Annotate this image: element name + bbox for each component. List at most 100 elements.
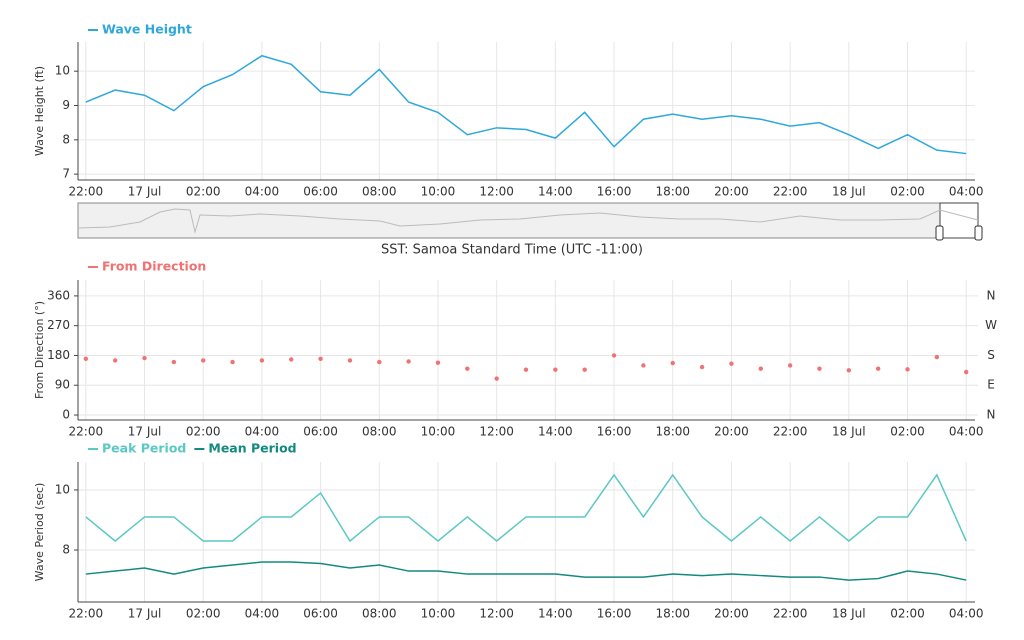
x-tick-label: 18 Jul [832, 607, 866, 621]
x-tick-label: 02:00 [890, 607, 925, 621]
y-tick-label: 10 [55, 64, 70, 78]
series-line [85, 473, 967, 543]
x-tick-label: 22:00 [69, 185, 104, 199]
x-tick-label: 14:00 [538, 425, 573, 439]
data-point [905, 367, 910, 372]
y-tick-label: 8 [62, 132, 70, 146]
x-tick-label: 22:00 [773, 425, 808, 439]
y2-tick-label: S [987, 348, 995, 362]
x-tick-label: 22:00 [773, 185, 808, 199]
x-tick-label: 22:00 [773, 607, 808, 621]
data-point [846, 368, 852, 373]
data-point [377, 359, 382, 365]
y-tick-label: 0 [62, 408, 70, 422]
data-point [171, 359, 177, 365]
range-overview [77, 208, 979, 234]
range-window [939, 202, 979, 239]
x-tick-label: 18:00 [655, 185, 690, 199]
x-tick-label: 18 Jul [832, 425, 866, 439]
data-point [817, 366, 822, 371]
x-tick-label: 14:00 [538, 607, 573, 621]
data-point [787, 363, 793, 368]
x-tick-label: 02:00 [186, 425, 221, 439]
range-shade [77, 202, 941, 239]
x-tick-label: 22:00 [69, 607, 104, 621]
data-point [963, 369, 969, 375]
x-tick-label: 10:00 [421, 185, 456, 199]
range-handle[interactable] [935, 225, 944, 241]
y-tick-label: 8 [62, 543, 70, 557]
x-tick-label: 02:00 [890, 425, 925, 439]
data-point [142, 355, 147, 361]
legend-label: Mean Period [208, 441, 296, 456]
x-tick-label: 12:00 [479, 607, 514, 621]
data-point [670, 360, 675, 366]
x-tick-label: 20:00 [714, 185, 749, 199]
y2-tick-label: N [987, 288, 996, 302]
data-point [230, 359, 235, 365]
data-point [699, 364, 705, 370]
x-tick-label: 06:00 [303, 185, 338, 199]
x-tick-label: 18 Jul [832, 185, 866, 199]
series-line [85, 561, 967, 581]
x-tick-label: 10:00 [421, 607, 456, 621]
data-point [934, 354, 940, 360]
data-point [553, 367, 558, 372]
range-handle[interactable] [974, 225, 983, 241]
y2-tick-label: W [985, 318, 997, 332]
y-axis-title: Wave Period (sec) [33, 483, 46, 582]
y-tick-label: 7 [62, 167, 70, 181]
data-point [289, 357, 294, 362]
x-tick-label: 04:00 [949, 607, 984, 621]
x-tick-label: 02:00 [890, 185, 925, 199]
x-tick-label: 17 Jul [128, 185, 162, 199]
data-point [83, 356, 89, 361]
y-tick-label: 360 [47, 288, 70, 302]
x-tick-label: 10:00 [421, 425, 456, 439]
x-tick-label: 12:00 [479, 425, 514, 439]
x-tick-label: 14:00 [538, 185, 573, 199]
x-tick-label: 22:00 [69, 425, 104, 439]
data-point [318, 356, 323, 361]
x-tick-label: 20:00 [714, 425, 749, 439]
x-tick-label: 02:00 [186, 607, 221, 621]
y-tick-label: 270 [47, 318, 70, 332]
x-tick-label: 04:00 [949, 425, 984, 439]
series-line [85, 54, 967, 155]
y-tick-label: 180 [47, 348, 70, 362]
range-selector[interactable] [77, 202, 983, 241]
data-point [435, 360, 441, 365]
x-tick-label: 17 Jul [128, 425, 162, 439]
y-axis-title: From Direction (°) [33, 301, 46, 399]
x-tick-label: 18:00 [655, 425, 690, 439]
data-point [494, 376, 499, 381]
y-tick-label: 90 [55, 378, 70, 392]
y2-tick-label: N [987, 408, 996, 422]
timezone-label: SST: Samoa Standard Time (UTC -11:00) [381, 243, 643, 258]
data-point [729, 361, 734, 366]
x-tick-label: 08:00 [362, 185, 397, 199]
y-tick-label: 9 [62, 98, 70, 112]
y-tick-label: 10 [55, 482, 70, 496]
data-point [347, 358, 353, 363]
x-tick-label: 16:00 [597, 425, 632, 439]
legend-label: From Direction [102, 259, 206, 274]
x-tick-label: 06:00 [303, 607, 338, 621]
legend-label: Peak Period [102, 441, 186, 456]
data-point [201, 358, 206, 363]
x-tick-label: 17 Jul [128, 607, 162, 621]
data-point [875, 366, 881, 371]
x-tick-label: 02:00 [186, 185, 221, 199]
y-axis-title: Wave Height (ft) [33, 66, 46, 156]
x-tick-label: 16:00 [597, 185, 632, 199]
data-point [259, 358, 265, 363]
x-tick-label: 04:00 [245, 425, 280, 439]
x-tick-label: 08:00 [362, 425, 397, 439]
x-tick-label: 04:00 [949, 185, 984, 199]
x-tick-label: 16:00 [597, 607, 632, 621]
x-tick-label: 12:00 [479, 185, 514, 199]
data-point [112, 358, 118, 363]
x-tick-label: 04:00 [245, 185, 280, 199]
x-tick-label: 18:00 [655, 607, 690, 621]
